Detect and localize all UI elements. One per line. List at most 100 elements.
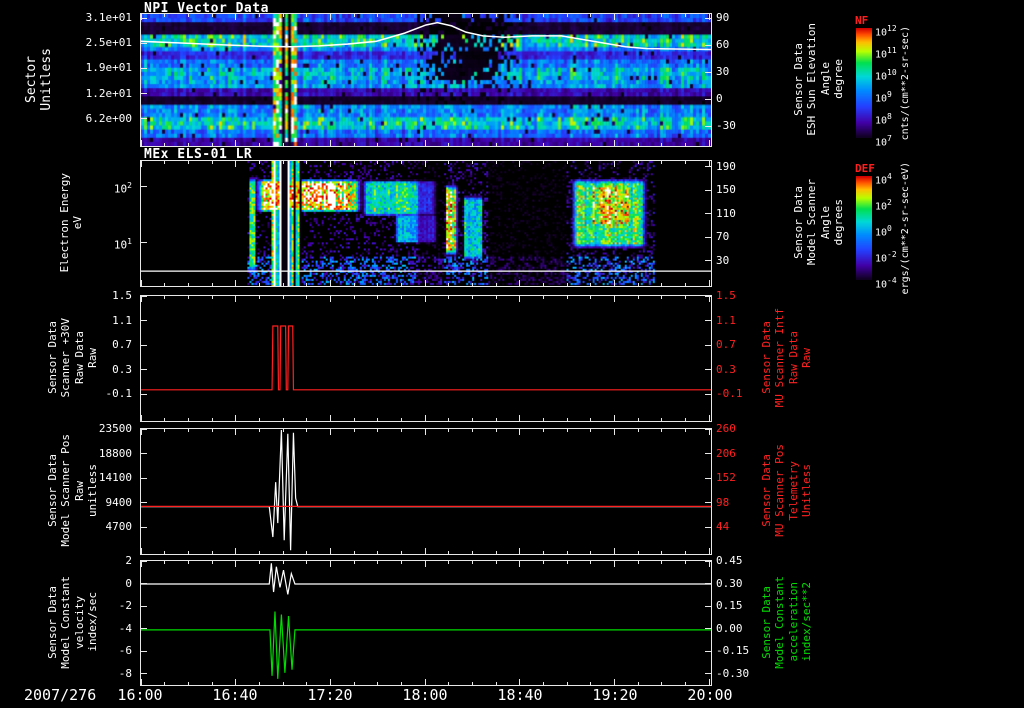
y-tick-mark — [705, 166, 711, 168]
y-tick-mark — [705, 320, 711, 322]
x-tick-mark — [424, 14, 426, 20]
x-tick-mark — [282, 682, 284, 685]
x-tick-mark — [519, 415, 521, 421]
panel4-right-axis-label: Sensor Data MU Scanner Pos Telemetry Unitle… — [760, 428, 815, 553]
scanner-intf-panel — [140, 295, 712, 422]
panel5-right-axis-label-line: Model Constant — [773, 575, 787, 669]
x-tick-mark — [708, 14, 710, 20]
x-tick-mark — [613, 14, 615, 20]
x-tick-mark — [211, 143, 213, 146]
x-tick-mark — [306, 296, 308, 299]
y-tick-mark — [141, 560, 147, 562]
y-tick-mark — [705, 477, 711, 479]
x-tick-mark — [400, 418, 402, 421]
y-tick-mark — [705, 605, 711, 607]
x-tick-mark — [519, 679, 521, 685]
x-tick-mark — [495, 561, 497, 564]
def-colorbar-units: ergs/(cm**2-sr-sec-eV) — [899, 162, 912, 294]
panel1-right-axis-label-line: ESH Sun Elevation — [805, 22, 819, 136]
y-tick-mark — [705, 260, 711, 262]
y-tick-mark — [705, 44, 711, 46]
y-tick-mark — [705, 560, 711, 562]
series-mu-scanner-intf-raw — [141, 325, 712, 391]
x-tick-mark — [400, 143, 402, 146]
panel4-left-axis-label-line: Sensor Data — [45, 454, 59, 527]
y-tick-mark — [705, 583, 711, 585]
x-tick-mark — [590, 429, 592, 432]
y-tick-mark — [705, 344, 711, 346]
nf-colorbar-tick-label: 108 — [875, 112, 892, 127]
panel4-left-axis-label-line: Raw — [72, 480, 86, 501]
x-tick-mark — [424, 548, 426, 554]
x-tick-mark — [637, 283, 639, 286]
x-tick-mark — [211, 283, 213, 286]
x-tick-mark — [164, 561, 166, 564]
panel4-right-tick-label: 260 — [716, 422, 736, 435]
x-tick-mark — [211, 296, 213, 299]
panel2-left-tick-label: 102 — [113, 181, 132, 196]
x-tick-mark — [661, 682, 663, 685]
x-tick-mark — [566, 551, 568, 554]
x-tick-mark — [661, 418, 663, 421]
panel3-left-axis-label: Sensor Data Scanner +30V Raw Data Raw — [46, 295, 101, 420]
x-tick-mark — [258, 14, 260, 17]
panel5-right-axis-label-line: index/sec**2 — [800, 582, 814, 662]
x-tick-mark — [400, 14, 402, 17]
x-tick-mark — [471, 283, 473, 286]
panel5-left-axis-label-line: Model Constant — [59, 575, 73, 669]
panel3-left-axis-label-line: Scanner +30V — [59, 317, 73, 398]
x-tick-mark — [424, 415, 426, 421]
x-tick-mark — [377, 551, 379, 554]
x-tick-mark — [424, 561, 426, 567]
x-tick-mark — [258, 561, 260, 564]
panel5-right-axis-label: Sensor Data Model Constant acceleration ind… — [760, 560, 815, 684]
x-tick-mark — [542, 429, 544, 432]
x-tick-mark — [590, 682, 592, 685]
y-tick-mark — [141, 67, 147, 69]
x-tick-mark — [400, 561, 402, 564]
x-tick-mark — [282, 429, 284, 432]
x-tick-mark — [306, 429, 308, 432]
y-tick-mark — [141, 185, 147, 187]
x-tick-mark — [519, 161, 521, 167]
x-tick-mark — [306, 418, 308, 421]
x-tick-mark — [708, 415, 710, 421]
x-tick-mark — [495, 429, 497, 432]
x-tick-mark — [258, 682, 260, 685]
y-tick-mark — [705, 98, 711, 100]
x-tick-mark — [471, 418, 473, 421]
x-tick-mark — [448, 551, 450, 554]
panel5-left-axis-label: Sensor Data Model Constant velocity index/s… — [46, 560, 101, 684]
y-tick-mark — [705, 17, 711, 19]
panel1-left-tick-label: 6.2e+00 — [85, 111, 132, 125]
x-tick-mark — [377, 429, 379, 432]
x-tick-mark — [164, 682, 166, 685]
nf-colorbar-tick-label: 1010 — [875, 68, 897, 83]
panel4-right-tick-label: 152 — [716, 471, 736, 485]
x-tick-mark — [282, 283, 284, 286]
panel2-right-axis-label-line: Sensor Data — [791, 186, 805, 259]
x-tick-mark — [306, 161, 308, 164]
x-tick-mark — [590, 296, 592, 299]
panel1-left-axis-label-line: Unitless — [39, 47, 55, 111]
x-tick-mark — [353, 682, 355, 685]
x-tick-mark — [519, 280, 521, 286]
y-tick-mark — [141, 628, 147, 630]
x-tick-mark — [495, 143, 497, 146]
panel4-left-tick-label: 9400 — [105, 495, 133, 509]
def-colorbar-tick-label: 102 — [875, 198, 892, 213]
x-tick-mark — [448, 161, 450, 164]
series-model-constant-acceleration — [141, 611, 712, 679]
x-tick-mark — [282, 143, 284, 146]
x-tick-mark — [424, 429, 426, 435]
x-tick-mark — [211, 429, 213, 432]
x-tick-mark — [353, 283, 355, 286]
x-tick-mark — [495, 551, 497, 554]
def-colorbar-title: DEF — [855, 162, 875, 175]
x-tick-mark — [613, 415, 615, 421]
time-axis-label: 16:40 — [212, 686, 258, 704]
x-tick-mark — [329, 679, 331, 685]
x-tick-mark — [684, 296, 686, 299]
x-tick-mark — [258, 429, 260, 432]
panel2-right-tick-label: 30 — [716, 253, 730, 267]
